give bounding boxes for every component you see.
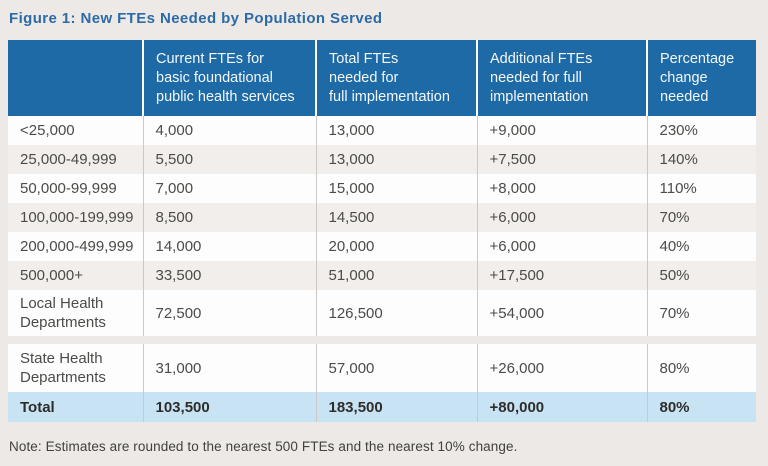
row-label-cell: State Health Departments bbox=[8, 344, 144, 392]
header-cell-population bbox=[8, 40, 144, 116]
value-cell: 13,000 bbox=[316, 116, 478, 145]
table-body: <25,000 4,000 13,000 +9,000 230% 25,000-… bbox=[8, 116, 756, 422]
value-cell: 80% bbox=[647, 344, 756, 392]
table-spacer-row bbox=[8, 336, 756, 344]
table-total-row: Total 103,500 183,500 +80,000 80% bbox=[8, 392, 756, 422]
table-header: Current FTEs for basic foundational publ… bbox=[8, 40, 756, 116]
header-cell-total-ftes: Total FTEs needed for full implementatio… bbox=[316, 40, 478, 116]
value-cell: 33,500 bbox=[143, 261, 317, 290]
value-cell: 15,000 bbox=[316, 174, 478, 203]
table-row: <25,000 4,000 13,000 +9,000 230% bbox=[8, 116, 756, 145]
total-value-cell: 183,500 bbox=[316, 392, 478, 422]
value-cell: 126,500 bbox=[316, 290, 478, 336]
value-cell: 72,500 bbox=[143, 290, 317, 336]
row-label-cell: 100,000-199,999 bbox=[8, 203, 144, 232]
value-cell: 50% bbox=[647, 261, 756, 290]
table-row: 25,000-49,999 5,500 13,000 +7,500 140% bbox=[8, 145, 756, 174]
figure-title: Figure 1: New FTEs Needed by Population … bbox=[9, 10, 383, 27]
report-page: Figure 1: New FTEs Needed by Population … bbox=[8, 10, 756, 454]
value-cell: +17,500 bbox=[477, 261, 648, 290]
total-label-cell: Total bbox=[8, 392, 144, 422]
value-cell: 4,000 bbox=[143, 116, 317, 145]
note-text: Note: Estimates are rounded to the neare… bbox=[9, 439, 518, 454]
value-cell: 51,000 bbox=[316, 261, 478, 290]
header-cell-current-ftes: Current FTEs for basic foundational publ… bbox=[143, 40, 317, 116]
row-label-cell: Local Health Departments bbox=[8, 290, 144, 336]
value-cell: 20,000 bbox=[316, 232, 478, 261]
value-cell: 70% bbox=[647, 203, 756, 232]
value-cell: 31,000 bbox=[143, 344, 317, 392]
value-cell: +9,000 bbox=[477, 116, 648, 145]
value-cell: 5,500 bbox=[143, 145, 317, 174]
header-cell-percentage-change: Percentage change needed bbox=[647, 40, 756, 116]
total-value-cell: +80,000 bbox=[477, 392, 648, 422]
value-cell: 57,000 bbox=[316, 344, 478, 392]
value-cell: 140% bbox=[647, 145, 756, 174]
table-row: 500,000+ 33,500 51,000 +17,500 50% bbox=[8, 261, 756, 290]
table-row: Local Health Departments 72,500 126,500 … bbox=[8, 290, 756, 336]
value-cell: 8,500 bbox=[143, 203, 317, 232]
table-header-row: Current FTEs for basic foundational publ… bbox=[8, 40, 756, 116]
value-cell: 7,000 bbox=[143, 174, 317, 203]
value-cell: +54,000 bbox=[477, 290, 648, 336]
row-label-cell: 200,000-499,999 bbox=[8, 232, 144, 261]
row-label-cell: <25,000 bbox=[8, 116, 144, 145]
table-row: 100,000-199,999 8,500 14,500 +6,000 70% bbox=[8, 203, 756, 232]
value-cell: 40% bbox=[647, 232, 756, 261]
value-cell: 13,000 bbox=[316, 145, 478, 174]
value-cell: 14,500 bbox=[316, 203, 478, 232]
total-value-cell: 80% bbox=[647, 392, 756, 422]
table-row: 50,000-99,999 7,000 15,000 +8,000 110% bbox=[8, 174, 756, 203]
value-cell: +26,000 bbox=[477, 344, 648, 392]
row-label-cell: 25,000-49,999 bbox=[8, 145, 144, 174]
row-label-cell: 500,000+ bbox=[8, 261, 144, 290]
value-cell: +8,000 bbox=[477, 174, 648, 203]
fte-table: Current FTEs for basic foundational publ… bbox=[8, 40, 756, 422]
value-cell: 70% bbox=[647, 290, 756, 336]
value-cell: +6,000 bbox=[477, 232, 648, 261]
table-row: State Health Departments 31,000 57,000 +… bbox=[8, 344, 756, 392]
value-cell: 14,000 bbox=[143, 232, 317, 261]
header-cell-additional-ftes: Additional FTEs needed for full implemen… bbox=[477, 40, 648, 116]
value-cell: 230% bbox=[647, 116, 756, 145]
value-cell: +6,000 bbox=[477, 203, 648, 232]
value-cell: 110% bbox=[647, 174, 756, 203]
total-value-cell: 103,500 bbox=[143, 392, 317, 422]
row-label-cell: 50,000-99,999 bbox=[8, 174, 144, 203]
value-cell: +7,500 bbox=[477, 145, 648, 174]
table-row: 200,000-499,999 14,000 20,000 +6,000 40% bbox=[8, 232, 756, 261]
